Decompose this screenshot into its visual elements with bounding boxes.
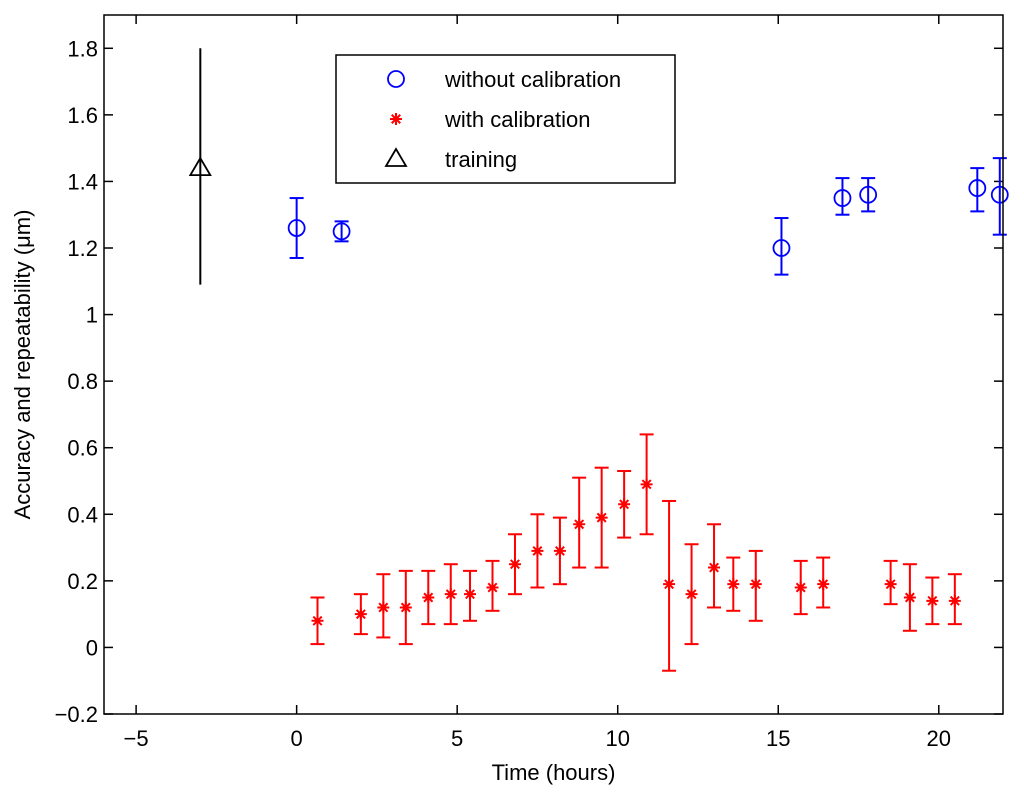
data-point-with-calibration — [444, 588, 457, 601]
data-point-with-calibration — [486, 581, 499, 594]
data-point-with-calibration — [817, 578, 830, 591]
data-point-with-calibration — [311, 614, 324, 627]
x-tick-label: 10 — [605, 726, 629, 751]
data-point-with-calibration — [794, 581, 807, 594]
legend-label-training: training — [445, 147, 517, 172]
data-point-without-calibration — [990, 185, 1009, 204]
legend-label-without-calibration: without calibration — [444, 67, 621, 92]
y-tick-label: 0.6 — [67, 436, 98, 461]
data-point-with-calibration — [377, 601, 390, 614]
y-tick-label: −0.2 — [55, 702, 98, 727]
legend-marker-without-calibration — [387, 70, 405, 88]
data-point-with-calibration — [508, 558, 521, 571]
data-point-with-calibration — [640, 478, 653, 491]
legend-label-with-calibration: with calibration — [444, 107, 591, 132]
y-tick-label: 0.8 — [67, 369, 98, 394]
data-point-training — [188, 156, 212, 177]
data-point-without-calibration — [287, 219, 306, 237]
data-point-with-calibration — [464, 588, 477, 601]
data-point-with-calibration — [399, 601, 412, 614]
data-point-with-calibration — [727, 578, 740, 591]
data-point-with-calibration — [948, 594, 961, 607]
data-point-without-calibration — [859, 185, 878, 204]
legend: without calibration with calibration tra… — [335, 54, 676, 184]
x-tick-label: 5 — [451, 726, 463, 751]
data-point-with-calibration — [553, 544, 566, 557]
data-point-without-calibration — [833, 189, 852, 207]
y-tick-label: 0.4 — [67, 502, 98, 527]
y-tick-label: 1 — [86, 303, 98, 328]
data-point-with-calibration — [663, 578, 676, 591]
data-point-with-calibration — [884, 578, 897, 591]
data-point-with-calibration — [573, 518, 586, 531]
data-point-without-calibration — [968, 179, 987, 197]
x-axis-title: Time (hours) — [492, 760, 616, 785]
data-point-with-calibration — [903, 591, 916, 604]
y-tick-label: 0.2 — [67, 569, 98, 594]
y-tick-label: 1.2 — [67, 236, 98, 261]
data-point-with-calibration — [708, 561, 721, 574]
y-tick-label: 1.6 — [67, 103, 98, 128]
x-tick-label: 20 — [927, 726, 951, 751]
data-point-without-calibration — [772, 239, 791, 257]
data-markers — [188, 48, 1009, 672]
data-point-with-calibration — [422, 591, 435, 604]
data-point-with-calibration — [685, 588, 698, 601]
data-point-with-calibration — [749, 578, 762, 591]
plot-frame — [103, 14, 1004, 715]
data-point-with-calibration — [531, 544, 544, 557]
legend-markers — [384, 70, 408, 167]
y-axis-title: Accuracy and repeatability (μm) — [10, 210, 35, 520]
data-point-with-calibration — [618, 498, 631, 511]
y-tick-label: 0 — [86, 635, 98, 660]
legend-marker-training — [384, 147, 408, 167]
x-tick-label: 15 — [766, 726, 790, 751]
data-point-with-calibration — [926, 594, 939, 607]
y-tick-label: 1.8 — [67, 36, 98, 61]
data-point-with-calibration — [354, 608, 367, 621]
x-tick-label: −5 — [124, 726, 149, 751]
data-point-without-calibration — [332, 222, 351, 241]
y-tick-label: 1.4 — [67, 169, 98, 194]
axis-ticks: −5 0 5 10 15 20 −0.2 0 0.2 0.4 0.6 0.8 1 1.2 1.4 1.6 1.8 — [55, 15, 1003, 751]
x-tick-label: 0 — [291, 726, 303, 751]
legend-marker-with-calibration — [390, 113, 402, 125]
data-point-with-calibration — [595, 511, 608, 524]
